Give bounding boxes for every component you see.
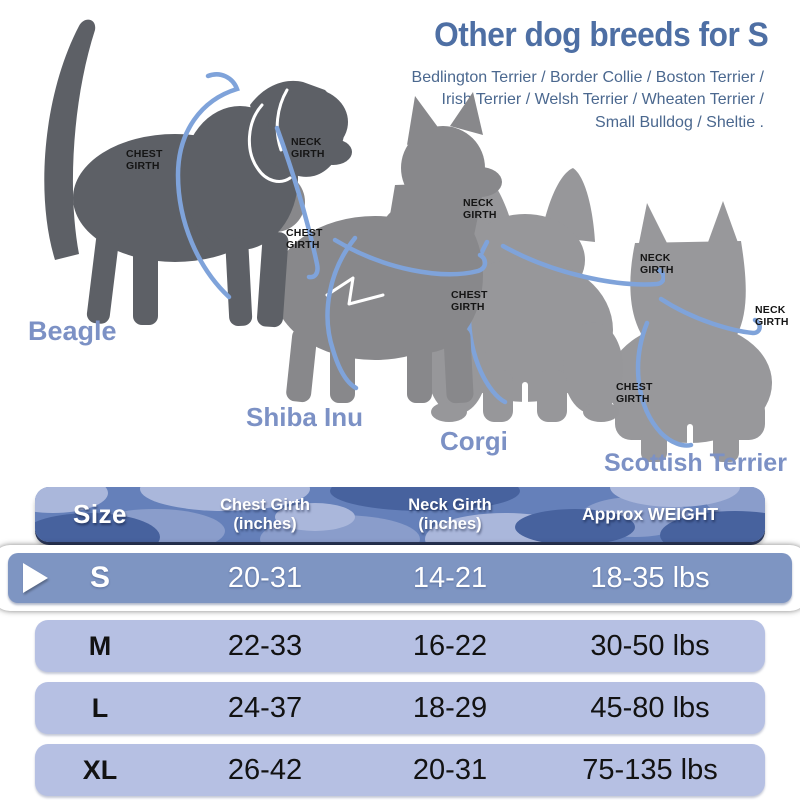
neck-girth-label: NECK GIRTH xyxy=(640,252,674,277)
chest-girth-label: CHEST GIRTH xyxy=(126,148,163,173)
neck-girth-label: NECK GIRTH xyxy=(755,304,789,329)
camo-pattern xyxy=(35,487,765,542)
chest-girth-cell: 24-37 xyxy=(227,691,303,724)
breed-list: Bedlington Terrier / Border Collie / Bos… xyxy=(412,67,764,134)
chest-girth-label: CHEST GIRTH xyxy=(616,381,653,406)
breed-list-line: Small Bulldog / Sheltie . xyxy=(595,113,764,131)
chest-girth-label: CHEST GIRTH xyxy=(286,227,323,252)
chest-girth-cell: 26-42 xyxy=(227,753,303,786)
selected-size-arrow-icon xyxy=(23,563,48,593)
size-cell: L xyxy=(91,692,109,723)
size-row-s: S 20-31 14-21 18-35 lbs xyxy=(8,553,792,603)
shiba-inu-silhouette xyxy=(245,92,502,404)
neck-girth-line xyxy=(658,296,762,336)
chest-girth-cell: 22-33 xyxy=(227,629,303,662)
beagle-body xyxy=(44,19,352,328)
weight-cell: 45-80 lbs xyxy=(590,691,710,724)
selected-row-highlight: S 20-31 14-21 18-35 lbs xyxy=(0,545,800,611)
size-cell: XL xyxy=(82,754,118,785)
neck-girth-line xyxy=(332,237,488,277)
weight-cell: 18-35 lbs xyxy=(590,561,710,594)
scottish-terrier-silhouette xyxy=(608,201,772,463)
neck-girth-label: NECK GIRTH xyxy=(291,136,325,161)
size-cell: M xyxy=(88,630,112,661)
column-header-size: Size xyxy=(72,499,128,529)
weight-cell: 75-135 lbs xyxy=(582,753,718,786)
size-row-l: L 24-37 18-29 45-80 lbs xyxy=(35,682,765,734)
chest-girth-label: CHEST GIRTH xyxy=(451,289,488,314)
neck-girth-cell: 20-31 xyxy=(412,753,488,786)
breed-list-line: Bedlington Terrier / Border Collie / Bos… xyxy=(411,69,764,86)
chest-girth-cell: 20-31 xyxy=(227,561,303,594)
size-row-m: M 22-33 16-22 30-50 lbs xyxy=(35,620,765,672)
neck-girth-cell: 14-21 xyxy=(412,561,488,594)
column-header-neck-girth: Neck Girth (inches) xyxy=(408,495,492,533)
size-row-xl: XL 26-42 20-31 75-135 lbs xyxy=(35,744,765,796)
column-header-approx-weight: Approx WEIGHT xyxy=(581,504,719,524)
dog-name-shiba-inu: Shiba Inu xyxy=(246,402,363,432)
size-chart-header: Size Chest Girth (inches) Neck Girth (in… xyxy=(35,487,765,542)
page-title: Other dog breeds for S xyxy=(433,16,769,54)
neck-girth-cell: 18-29 xyxy=(412,691,488,724)
neck-girth-line xyxy=(500,243,665,287)
column-header-chest-girth: Chest Girth (inches) xyxy=(220,495,310,533)
beagle-silhouette xyxy=(44,19,352,328)
neck-girth-line-white xyxy=(247,88,292,183)
breed-list-line: Irish Terrier / Welsh Terrier / Wheaten … xyxy=(441,91,764,109)
chest-girth-line xyxy=(635,320,694,448)
shiba-body xyxy=(245,92,502,404)
dog-name-beagle: Beagle xyxy=(28,316,117,346)
dog-name-corgi: Corgi xyxy=(440,426,508,456)
neck-girth-cell: 16-22 xyxy=(412,629,488,662)
chest-girth-line xyxy=(175,72,320,300)
dog-name-scottish-terrier: Scottish Terrier xyxy=(604,449,787,477)
neck-girth-label: NECK GIRTH xyxy=(463,197,497,222)
weight-cell: 30-50 lbs xyxy=(590,629,710,662)
size-cell: S xyxy=(89,561,110,594)
chest-girth-line xyxy=(325,235,359,391)
harness-mark-white xyxy=(325,276,385,306)
